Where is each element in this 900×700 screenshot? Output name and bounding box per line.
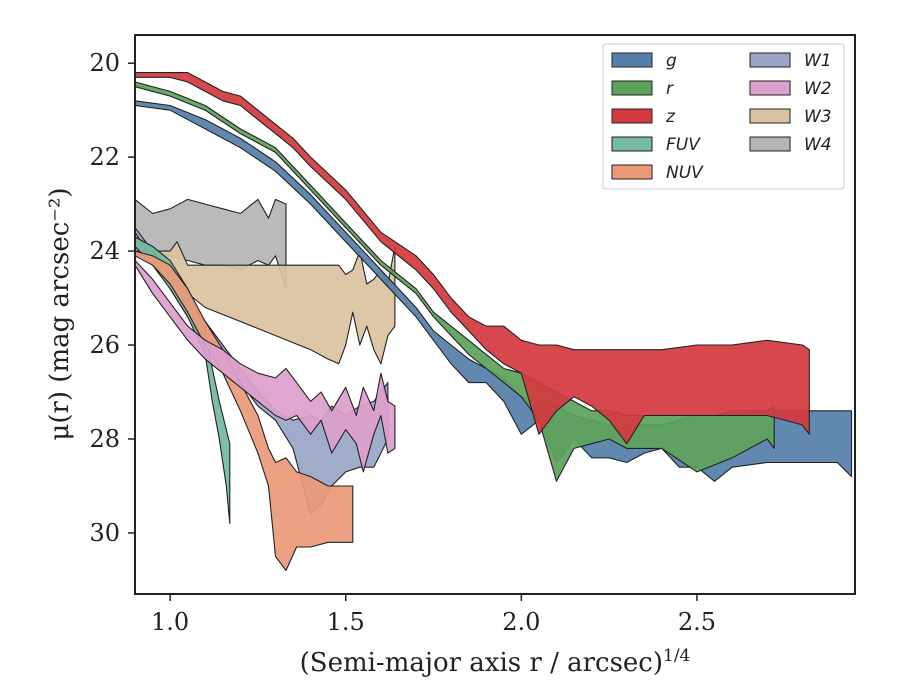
legend-label-nuv: NUV [666,163,704,183]
legend-label-fuv: FUV [666,135,701,155]
y-tick-label: 30 [89,519,120,547]
legend-label-w4: W4 [804,135,832,155]
x-tick-label: 1.5 [327,608,365,636]
band-z [134,72,810,445]
x-axis-label-text: (Semi-major axis r / arcsec) [300,648,663,678]
band-r [134,81,775,482]
y-tick-label: 24 [89,237,120,265]
legend-label-w3: W3 [804,107,832,127]
x-axis-label: (Semi-major axis r / arcsec)1/4 [300,646,691,678]
profile-bands [134,72,853,572]
legend-label-w1: W1 [804,51,832,71]
y-tick-label: 26 [89,331,120,359]
y-axis-ticks: 20 22 24 26 28 30 [89,49,135,547]
plot-frame [134,34,856,595]
legend-label-g: g [666,51,677,71]
legend-swatch-w3 [749,108,791,124]
y-axis-label: μ(r) (mag arcsec⁻²) [45,187,75,440]
legend-swatch-z [611,108,653,124]
band-g [134,100,853,482]
legend-label-w2: W2 [804,79,832,99]
legend-swatch-g [611,52,653,68]
y-tick-label: 22 [89,143,120,171]
legend-swatch-w2 [749,80,791,96]
legend-box [602,43,845,190]
legend-swatch-r [611,80,653,96]
legend-swatch-w4 [749,136,791,152]
legend-label-z: z [665,107,676,127]
legend-swatch-w1 [749,52,791,68]
x-tick-label: 2.0 [502,608,540,636]
legend: grz FUV NUV W1 W2 W3 W4 [602,43,845,190]
y-tick-label: 20 [89,49,120,77]
x-axis-label-exponent: 1/4 [663,646,690,666]
x-axis-ticks: 1.0 1.5 2.0 2.5 [151,594,716,636]
y-tick-label: 28 [89,425,120,453]
legend-label-r: r [666,79,674,99]
x-tick-label: 1.0 [151,608,189,636]
band-w2 [134,259,396,473]
legend-swatch-nuv [611,164,653,180]
x-tick-label: 2.5 [678,608,716,636]
legend-swatch-fuv [611,136,653,152]
